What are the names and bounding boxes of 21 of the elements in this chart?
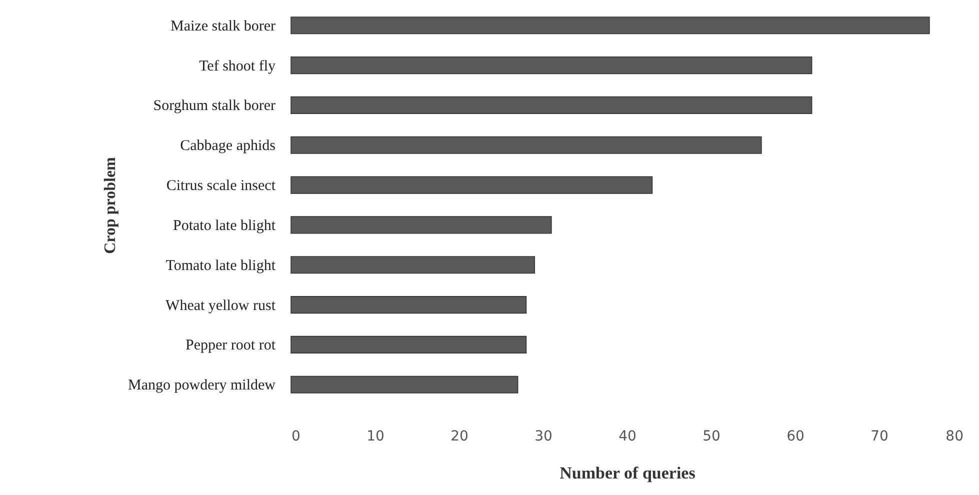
y-tick-label: Citrus scale insect [166, 178, 276, 194]
x-tick-label: 50 [702, 428, 720, 444]
x-tick-label: 70 [870, 428, 888, 444]
x-tick-label: 10 [366, 428, 384, 444]
y-tick-label: Pepper root rot [186, 338, 276, 354]
y-tick-label: Mango powdery mildew [128, 378, 276, 394]
y-tick-label: Wheat yellow rust [166, 298, 276, 314]
x-tick-label: 40 [618, 428, 636, 444]
y-tick-label: Tef shoot fly [199, 58, 276, 74]
x-axis-title: Number of queries [560, 464, 696, 482]
y-axis-title: Crop problem [102, 156, 120, 254]
y-tick-label: Tomato late blight [166, 258, 276, 274]
x-tick-label: 80 [946, 428, 964, 444]
y-tick-label: Potato late blight [173, 218, 276, 234]
y-tick-label: Cabbage aphids [180, 138, 276, 154]
y-tick-label: Sorghum stalk borer [153, 98, 276, 114]
x-tick-label: 30 [534, 428, 552, 444]
y-tick-label: Maize stalk borer [170, 18, 276, 34]
x-tick-label: 60 [786, 428, 804, 444]
x-tick-label: 0 [292, 428, 300, 444]
x-tick-label: 20 [450, 428, 468, 444]
